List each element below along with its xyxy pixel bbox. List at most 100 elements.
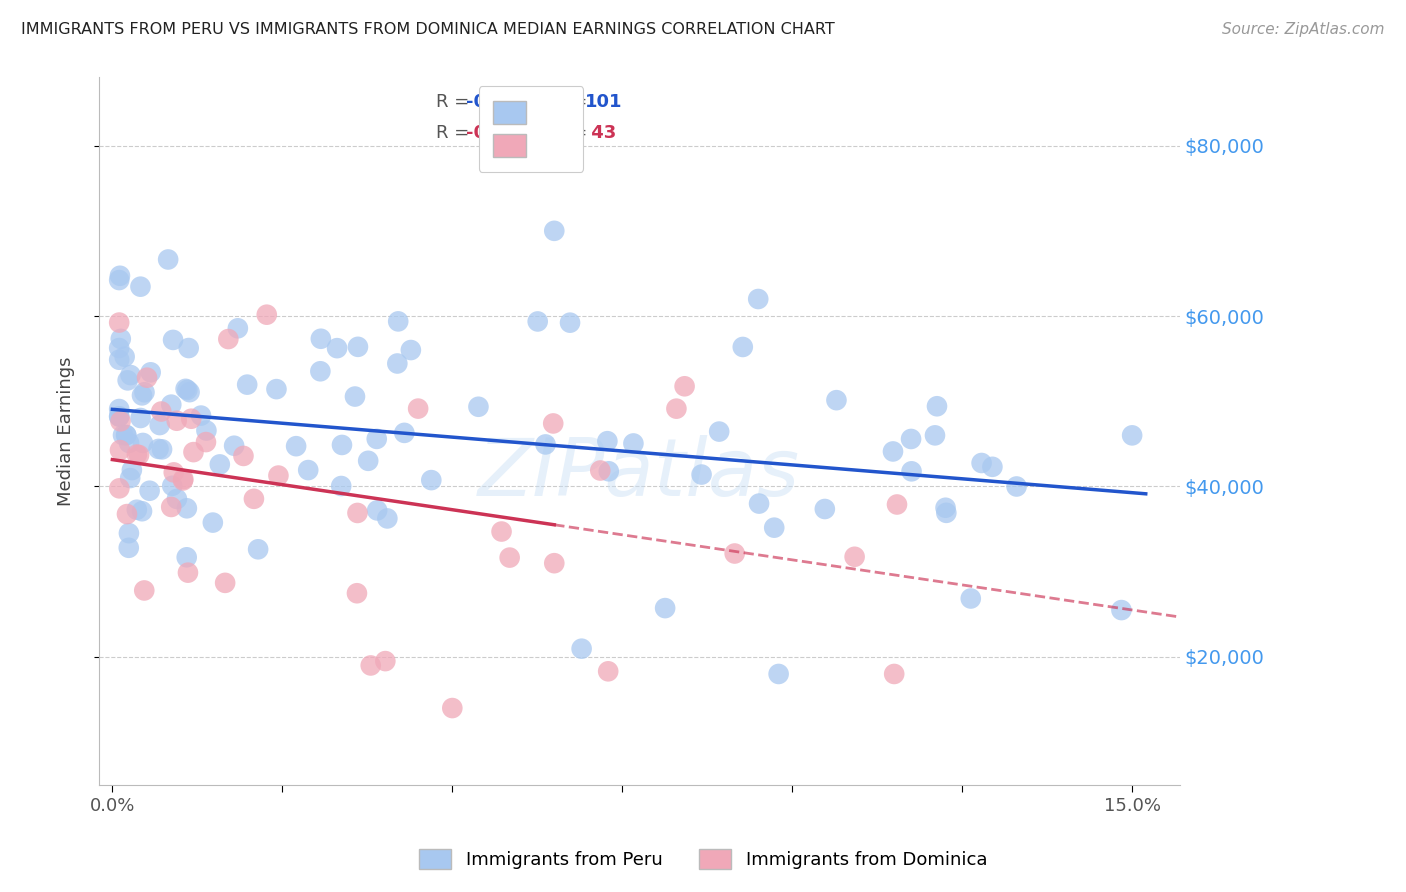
Point bbox=[108, 268, 131, 283]
Point bbox=[177, 341, 200, 355]
Point bbox=[201, 516, 224, 530]
Point bbox=[491, 524, 513, 539]
Point bbox=[900, 464, 922, 478]
Point bbox=[138, 483, 160, 498]
Point bbox=[108, 481, 131, 495]
Point bbox=[236, 377, 259, 392]
Point bbox=[267, 468, 290, 483]
Point bbox=[195, 424, 218, 438]
Point bbox=[108, 341, 131, 355]
Point bbox=[541, 417, 564, 431]
Point bbox=[598, 665, 620, 679]
Point bbox=[190, 409, 212, 423]
Point bbox=[1121, 428, 1143, 442]
Point bbox=[162, 479, 184, 493]
Point bbox=[128, 448, 150, 462]
Point bbox=[172, 474, 194, 488]
Point bbox=[709, 425, 731, 439]
Point bbox=[118, 526, 141, 541]
Point bbox=[498, 550, 520, 565]
Point bbox=[120, 368, 142, 382]
Point bbox=[134, 385, 156, 400]
Text: IMMIGRANTS FROM PERU VS IMMIGRANTS FROM DOMINICA MEDIAN EARNINGS CORRELATION CHA: IMMIGRANTS FROM PERU VS IMMIGRANTS FROM … bbox=[21, 22, 835, 37]
Point bbox=[731, 340, 754, 354]
Point bbox=[366, 432, 388, 446]
Point bbox=[366, 503, 388, 517]
Point bbox=[256, 308, 278, 322]
Text: -0.393: -0.393 bbox=[467, 93, 530, 112]
Point bbox=[115, 428, 138, 442]
Point bbox=[346, 506, 368, 520]
Point bbox=[121, 463, 143, 477]
Point bbox=[118, 436, 141, 450]
Point bbox=[111, 428, 134, 442]
Point bbox=[157, 252, 180, 267]
Point bbox=[247, 542, 270, 557]
Point bbox=[285, 439, 308, 453]
Point bbox=[117, 373, 139, 387]
Text: -0.336: -0.336 bbox=[467, 124, 530, 142]
Point bbox=[177, 566, 200, 580]
Point bbox=[374, 654, 396, 668]
Legend:      ,      : , bbox=[479, 87, 583, 171]
Point bbox=[420, 473, 443, 487]
Point bbox=[394, 425, 416, 440]
Point bbox=[377, 511, 399, 525]
Point bbox=[149, 418, 172, 433]
Point bbox=[134, 583, 156, 598]
Point bbox=[118, 541, 141, 555]
Point bbox=[224, 439, 246, 453]
Point bbox=[399, 343, 422, 357]
Point bbox=[747, 292, 769, 306]
Point bbox=[208, 458, 231, 472]
Point bbox=[925, 399, 948, 413]
Point bbox=[132, 436, 155, 450]
Point bbox=[115, 507, 138, 521]
Text: R =: R = bbox=[436, 124, 475, 142]
Point bbox=[665, 401, 688, 416]
Point bbox=[981, 459, 1004, 474]
Point bbox=[120, 471, 142, 485]
Point bbox=[162, 333, 184, 347]
Point bbox=[148, 442, 170, 456]
Point bbox=[763, 521, 786, 535]
Text: 101: 101 bbox=[585, 93, 623, 112]
Text: ZIPatlas: ZIPatlas bbox=[478, 434, 800, 513]
Text: 43: 43 bbox=[585, 124, 616, 142]
Point bbox=[110, 332, 132, 346]
Point bbox=[589, 463, 612, 477]
Text: N =: N = bbox=[553, 93, 593, 112]
Point bbox=[180, 411, 202, 425]
Point bbox=[768, 667, 790, 681]
Point bbox=[297, 463, 319, 477]
Point bbox=[150, 404, 173, 418]
Point bbox=[724, 547, 747, 561]
Point bbox=[183, 445, 205, 459]
Point bbox=[844, 549, 866, 564]
Point bbox=[176, 550, 198, 565]
Point bbox=[814, 502, 837, 516]
Point bbox=[571, 641, 593, 656]
Point bbox=[108, 409, 131, 424]
Point bbox=[387, 357, 409, 371]
Point bbox=[357, 454, 380, 468]
Point bbox=[108, 273, 131, 287]
Text: Source: ZipAtlas.com: Source: ZipAtlas.com bbox=[1222, 22, 1385, 37]
Point bbox=[886, 498, 908, 512]
Point bbox=[882, 444, 904, 458]
Point bbox=[131, 388, 153, 402]
Y-axis label: Median Earnings: Median Earnings bbox=[58, 356, 75, 506]
Point bbox=[194, 435, 217, 450]
Point bbox=[115, 428, 138, 442]
Point bbox=[406, 401, 429, 416]
Point bbox=[326, 341, 349, 355]
Point bbox=[330, 479, 353, 493]
Point bbox=[129, 279, 152, 293]
Point bbox=[690, 467, 713, 482]
Point bbox=[160, 398, 183, 412]
Point bbox=[1111, 603, 1133, 617]
Point bbox=[598, 464, 620, 478]
Point bbox=[214, 575, 236, 590]
Point bbox=[150, 442, 173, 457]
Point bbox=[174, 382, 197, 396]
